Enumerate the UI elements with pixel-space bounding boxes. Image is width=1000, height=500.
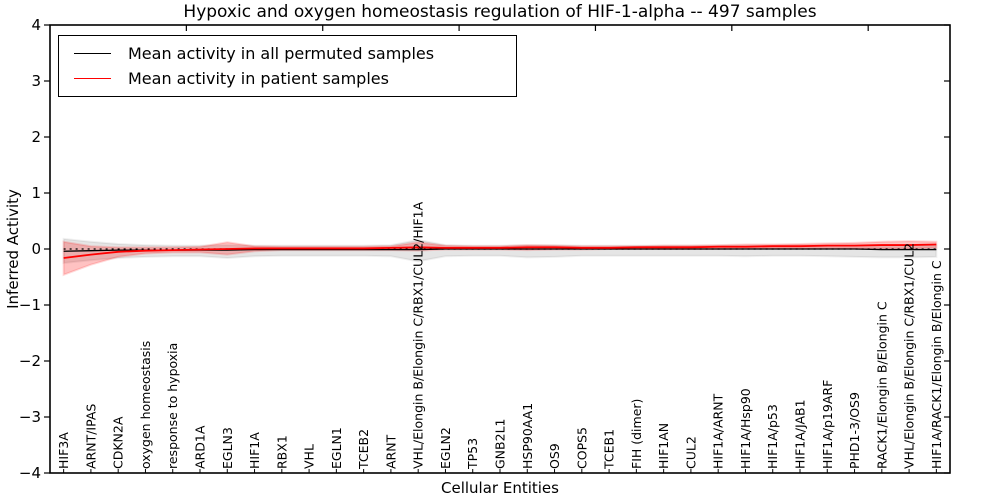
patient-mean-line bbox=[63, 243, 937, 259]
x-category-label: HIF1A/JAB1 bbox=[793, 399, 808, 469]
x-category-label: HIF1A bbox=[247, 432, 262, 469]
x-category-label: GNB2L1 bbox=[493, 419, 508, 469]
legend-item-permuted: Mean activity in all permuted samples bbox=[59, 44, 516, 63]
y-tick-label: 3 bbox=[31, 72, 41, 90]
legend-line-sample-permuted bbox=[74, 53, 111, 54]
x-category-label: ARNT bbox=[383, 434, 398, 469]
x-category-label: VHL/Elongin B/Elongin C/RBX1/CUL2 bbox=[902, 243, 917, 469]
x-category-label: FIH (dimer) bbox=[629, 399, 644, 469]
x-category-label: HIF3A bbox=[56, 432, 71, 469]
x-axis-label: Cellular Entities bbox=[441, 479, 559, 497]
x-category-label: oxygen homeostasis bbox=[138, 341, 153, 469]
y-tick-label: −3 bbox=[19, 408, 41, 426]
x-category-label: HSP90AA1 bbox=[520, 403, 535, 469]
y-axis-label: Inferred Activity bbox=[4, 189, 22, 309]
x-category-label: VHL/Elongin B/Elongin C/RBX1/CUL2/HIF1A bbox=[411, 201, 426, 469]
x-category-label: EGLN1 bbox=[329, 427, 344, 469]
x-category-label: CUL2 bbox=[683, 436, 698, 469]
y-tick-label: 0 bbox=[31, 240, 41, 258]
x-category-label: EGLN2 bbox=[438, 427, 453, 469]
y-tick-label: −1 bbox=[19, 296, 41, 314]
x-category-label: HIF1A/p53 bbox=[765, 404, 780, 469]
x-category-label: VHL bbox=[302, 444, 317, 469]
permuted-band bbox=[62, 237, 938, 265]
legend-line-sample-patient bbox=[74, 78, 111, 79]
x-category-label: PHD1-3/OS9 bbox=[847, 392, 862, 469]
x-category-label: HIF1A/ARNT bbox=[711, 393, 726, 469]
x-category-label: OS9 bbox=[547, 443, 562, 469]
y-tick-label: 4 bbox=[31, 16, 41, 34]
x-category-label: ARD1A bbox=[193, 425, 208, 469]
x-category-label: RBX1 bbox=[274, 435, 289, 469]
y-tick-label: 2 bbox=[31, 128, 41, 146]
x-category-label: RACK1/Elongin B/Elongin C bbox=[874, 301, 889, 469]
x-category-label: HIF1A/p19ARF bbox=[820, 380, 835, 469]
x-category-label: COPS5 bbox=[574, 427, 589, 469]
x-category-label: TCEB1 bbox=[602, 429, 617, 470]
legend-item-patient: Mean activity in patient samples bbox=[59, 69, 516, 88]
y-tick-label: −4 bbox=[19, 464, 41, 482]
legend-label-patient: Mean activity in patient samples bbox=[128, 69, 389, 88]
x-category-label: HIF1AN bbox=[656, 423, 671, 469]
x-category-label: response to hypoxia bbox=[165, 343, 180, 469]
y-tick-label: −2 bbox=[19, 352, 41, 370]
x-category-label: CDKN2A bbox=[111, 416, 126, 469]
x-category-label: ARNT/IPAS bbox=[83, 404, 98, 469]
y-tick-label: 1 bbox=[31, 184, 41, 202]
legend: Mean activity in all permuted samples Me… bbox=[58, 35, 517, 97]
x-category-label: HIF1A/Hsp90 bbox=[738, 388, 753, 469]
x-category-label: HIF1A/RACK1/Elongin B/Elongin C bbox=[929, 260, 944, 469]
chart-title: Hypoxic and oxygen homeostasis regulatio… bbox=[183, 2, 817, 22]
x-category-label: TP53 bbox=[465, 438, 480, 470]
legend-label-permuted: Mean activity in all permuted samples bbox=[128, 44, 435, 63]
x-category-label: TCEB2 bbox=[356, 429, 371, 470]
x-category-label: EGLN3 bbox=[220, 427, 235, 469]
